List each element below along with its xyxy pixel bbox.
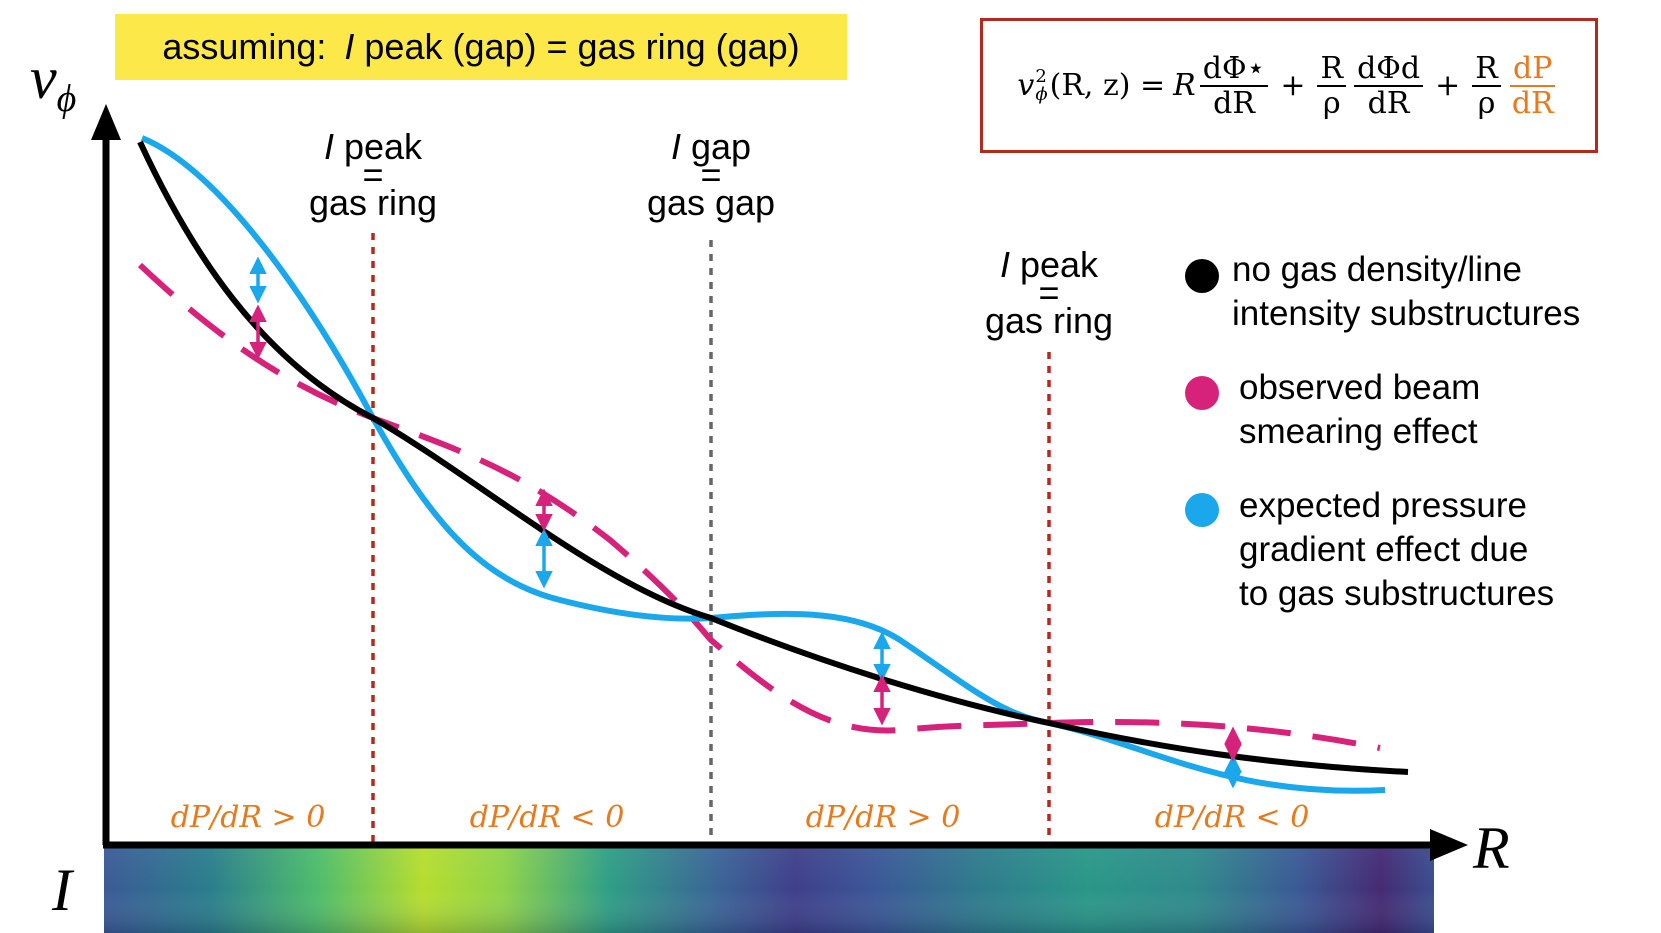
legend-text-keplerian: no gas density/line intensity substructu…	[1232, 250, 1581, 333]
velocity-equation: v 2 ϕ (R, z) = R dΦ⋆ dR + R ρ dΦd dR + R…	[980, 18, 1598, 153]
intensity-label: I	[52, 857, 72, 923]
eq-v: v	[1017, 68, 1035, 103]
eq-plus-1: +	[1280, 68, 1306, 103]
marker-label-ring-1: I peak = gas ring	[309, 128, 437, 222]
region-label-3: dP/dR > 0	[805, 800, 961, 835]
legend-dot-observed	[1185, 376, 1219, 410]
intensity-map-shade	[104, 847, 1434, 933]
marker-1-line-2: =	[362, 154, 384, 195]
marker-label-gap: I gap = gas gap	[647, 128, 775, 222]
eq-t3-frac-a: R ρ	[1472, 52, 1501, 120]
eq-pressure-term: dP dR	[1509, 52, 1557, 120]
region-label-1: dP/dR > 0	[170, 800, 326, 835]
y-axis-symbol: v	[30, 45, 57, 111]
eq-t3-num2: dP	[1510, 52, 1556, 87]
eq-t1-den: dR	[1213, 85, 1255, 121]
eq-t1-num: dΦ⋆	[1199, 52, 1269, 87]
eq-t3-num: R	[1472, 52, 1501, 87]
eq-t1-frac: dΦ⋆ dR	[1199, 52, 1269, 121]
eq-plus-2: +	[1435, 68, 1461, 103]
y-axis-arrowhead	[91, 104, 121, 140]
marker-2-line-1: I gap	[647, 128, 775, 166]
legend-dot-keplerian	[1185, 259, 1219, 293]
y-axis-subscript: ϕ	[56, 78, 77, 120]
marker-1-italic: I	[323, 126, 334, 167]
eq-t2-num: R	[1317, 52, 1347, 87]
legend-text-expected: expected pressure gradient effect due to…	[1239, 486, 1555, 613]
marker-3-line-1: I peak	[985, 246, 1113, 284]
eq-t2-den2: dR	[1367, 85, 1410, 121]
assumption-prefix: assuming:	[162, 26, 337, 67]
eq-t1-coef: R	[1173, 68, 1196, 103]
marker-2-line-3: gas gap	[646, 182, 776, 223]
assumption-rest: peak (gap) = gas ring (gap)	[354, 26, 800, 67]
equation-lhs: v 2 ϕ (R, z) =	[1017, 65, 1166, 105]
eq-t2-num2: dΦd	[1354, 52, 1424, 87]
eq-supsub: 2 ϕ	[1035, 65, 1048, 105]
marker-1-rest: peak	[333, 126, 423, 167]
eq-args: (R, z) =	[1049, 68, 1166, 103]
y-axis-label: vϕ	[30, 48, 76, 129]
marker-label-ring-2: I peak = gas ring	[985, 246, 1113, 340]
eq-sub: ϕ	[1035, 83, 1048, 105]
marker-3-italic: I	[999, 244, 1010, 285]
marker-2-line-2: =	[700, 154, 722, 195]
region-label-4: dP/dR < 0	[1154, 800, 1310, 835]
eq-sup: 2	[1035, 65, 1047, 87]
legend: no gas density/line intensity substructu…	[1180, 248, 1650, 628]
region-label-2: dP/dR < 0	[469, 800, 625, 835]
eq-t3-den2: dR	[1511, 85, 1554, 121]
x-axis-label: R	[1473, 815, 1510, 881]
marker-2-rest: gap	[680, 126, 752, 167]
eq-t2-den: ρ	[1322, 85, 1341, 121]
marker-3-line-3: gas ring	[984, 300, 1114, 341]
legend-dot-expected	[1185, 493, 1219, 527]
marker-3-line-2: =	[1038, 272, 1060, 313]
eq-t2-frac-a: R ρ	[1317, 52, 1347, 121]
assumption-annotation: assuming: I peak (gap) = gas ring (gap)	[115, 14, 847, 80]
assumption-italic: I	[344, 26, 355, 67]
eq-t2-frac-b: dΦd dR	[1354, 52, 1424, 121]
keplerian-curve	[137, 140, 1409, 775]
marker-1-line-1: I peak	[309, 128, 437, 166]
eq-t3-den: ρ	[1477, 85, 1496, 121]
marker-1-line-3: gas ring	[308, 182, 438, 223]
x-axis-arrowhead	[1430, 829, 1468, 861]
marker-3-rest: peak	[1009, 244, 1099, 285]
legend-text-observed: observed beam smearing effect	[1239, 368, 1481, 451]
marker-2-italic: I	[670, 126, 681, 167]
